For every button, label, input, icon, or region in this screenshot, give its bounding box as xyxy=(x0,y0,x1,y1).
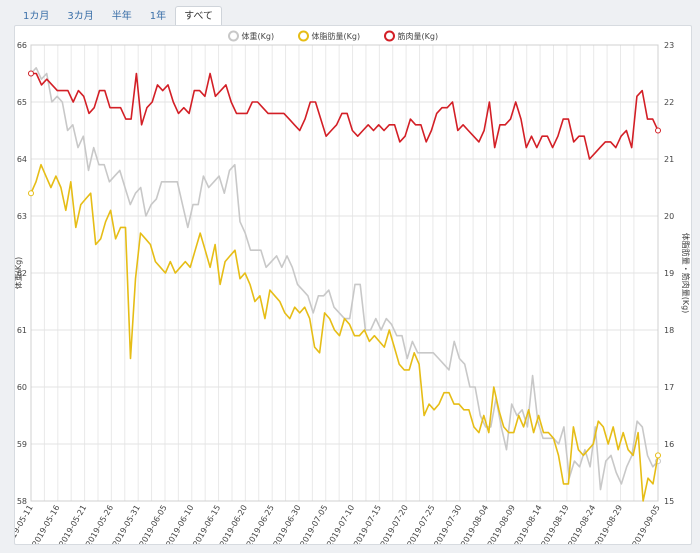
tab-1-month[interactable]: 1カ月 xyxy=(23,11,50,22)
series-endpoint xyxy=(655,452,661,459)
series-endpoint xyxy=(28,70,34,77)
legend-label: 体重(Kg) xyxy=(242,31,275,41)
plot-border xyxy=(30,44,659,502)
chart-card: 58 59 60 61 62 63 64 65 66 15 16 17 18 19 20 21 22 23 2019… xyxy=(14,25,692,545)
y-right-axis-title: 体脂肪量・筋肉量(Kg) xyxy=(681,233,691,314)
y-right-tick-label: 19 xyxy=(664,269,674,278)
body-composition-chart: 58 59 60 61 62 63 64 65 66 15 16 17 18 19 20 21 22 23 2019… xyxy=(15,30,691,545)
legend-label: 筋肉量(Kg) xyxy=(398,31,439,41)
y-left-tick-label: 64 xyxy=(17,155,27,164)
y-left-tick-label: 63 xyxy=(17,212,27,221)
y-right-tick-label: 16 xyxy=(664,440,674,449)
legend-marker xyxy=(384,30,395,42)
x-tick-label: 2019-09-05 xyxy=(631,504,662,545)
x-tick-label: 2019-06-15 xyxy=(191,504,222,545)
x-tick-label: 2019-08-14 xyxy=(513,504,544,545)
y-left-tick-label: 66 xyxy=(17,41,27,50)
x-tick-label: 2019-08-09 xyxy=(486,504,517,545)
x-tick-label: 2019-05-11 xyxy=(15,504,35,545)
x-tick-label: 2019-07-20 xyxy=(379,504,410,545)
x-tick-label: 2019-07-15 xyxy=(352,504,383,545)
y-right-tick-label: 21 xyxy=(664,155,674,164)
x-tick-label: 2019-06-30 xyxy=(272,504,303,545)
series-endpoint xyxy=(28,190,34,197)
x-tick-label: 2019-05-16 xyxy=(30,504,61,545)
x-tick-label: 2019-08-24 xyxy=(566,504,597,545)
y-left-tick-label: 59 xyxy=(17,440,27,449)
series-line xyxy=(31,72,659,160)
y-right-tick-label: 17 xyxy=(664,383,674,392)
x-tick-label: 2019-07-10 xyxy=(325,504,356,545)
legend-label: 体脂肪量(Kg) xyxy=(312,31,361,41)
tab-half-year[interactable]: 半年 xyxy=(111,11,132,22)
x-tick-label: 2019-07-30 xyxy=(432,504,463,545)
x-tick-label: 2019-06-05 xyxy=(138,504,169,545)
y-right-tick-label: 23 xyxy=(664,41,674,50)
y-right-tick-label: 20 xyxy=(664,212,674,221)
x-tick-label: 2019-06-10 xyxy=(164,504,195,545)
y-left-tick-label: 61 xyxy=(17,326,27,335)
x-tick-label: 2019-08-19 xyxy=(540,504,571,545)
y-left-tick-label: 60 xyxy=(17,383,27,392)
x-tick-label: 2019-05-31 xyxy=(111,504,142,545)
x-tick-label: 2019-08-04 xyxy=(459,504,490,545)
x-tick-label: 2019-06-20 xyxy=(218,504,249,545)
x-tick-label: 2019-05-21 xyxy=(57,504,88,545)
x-tick-label: 2019-07-05 xyxy=(298,504,329,545)
series-endpoint xyxy=(655,127,661,134)
series-line xyxy=(30,163,659,502)
legend-marker xyxy=(298,30,309,42)
y-right-tick-label: 18 xyxy=(664,326,674,335)
x-tick-label: 2019-05-26 xyxy=(84,504,115,545)
tab-1-year[interactable]: 1年 xyxy=(149,11,167,22)
legend-marker xyxy=(228,30,239,42)
y-right-tick-label: 15 xyxy=(664,497,674,506)
y-left-axis-title: 体重(Kg) xyxy=(15,257,23,290)
x-tick-label: 2019-07-25 xyxy=(406,504,437,545)
tab-all[interactable]: すべて xyxy=(175,6,223,26)
x-tick-label: 2019-08-29 xyxy=(593,504,624,545)
y-left-tick-label: 65 xyxy=(17,98,27,107)
tab-3-months[interactable]: 3カ月 xyxy=(67,11,94,22)
y-right-tick-label: 22 xyxy=(664,98,674,107)
range-tabs: 1カ月 3カ月 半年 1年 すべて xyxy=(14,6,223,26)
y-left-tick-label: 62 xyxy=(17,269,27,278)
x-tick-label: 2019-06-25 xyxy=(245,504,276,545)
y-left-tick-label: 58 xyxy=(17,497,27,506)
